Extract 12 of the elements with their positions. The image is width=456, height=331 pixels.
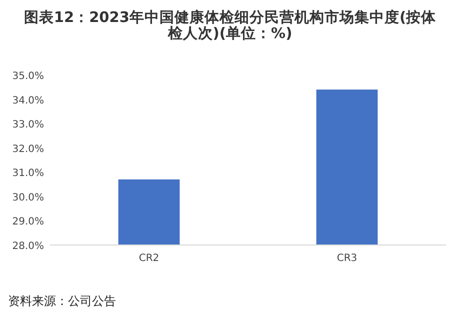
x-tick-label: CR3 (336, 253, 358, 264)
y-tick-label: 28.0% (12, 241, 44, 252)
y-tick-label: 34.0% (12, 95, 44, 106)
text: 资料来源：公司公告 (8, 293, 116, 310)
y-tick-label: 30.0% (12, 192, 44, 204)
chart-title: 图表12：2023年中国健康体检细分民营机构市场集中度(按体检人次)(单位：%) (22, 10, 438, 42)
y-tick-label: 29.0% (12, 216, 44, 228)
y-tick-label: 33.0% (12, 120, 44, 131)
x-tick-label: CR2 (138, 253, 160, 264)
y-tick-label: 32.0% (12, 144, 44, 155)
y-tick-label: 35.0% (12, 71, 44, 82)
y-tick-label: 31.0% (12, 168, 44, 180)
